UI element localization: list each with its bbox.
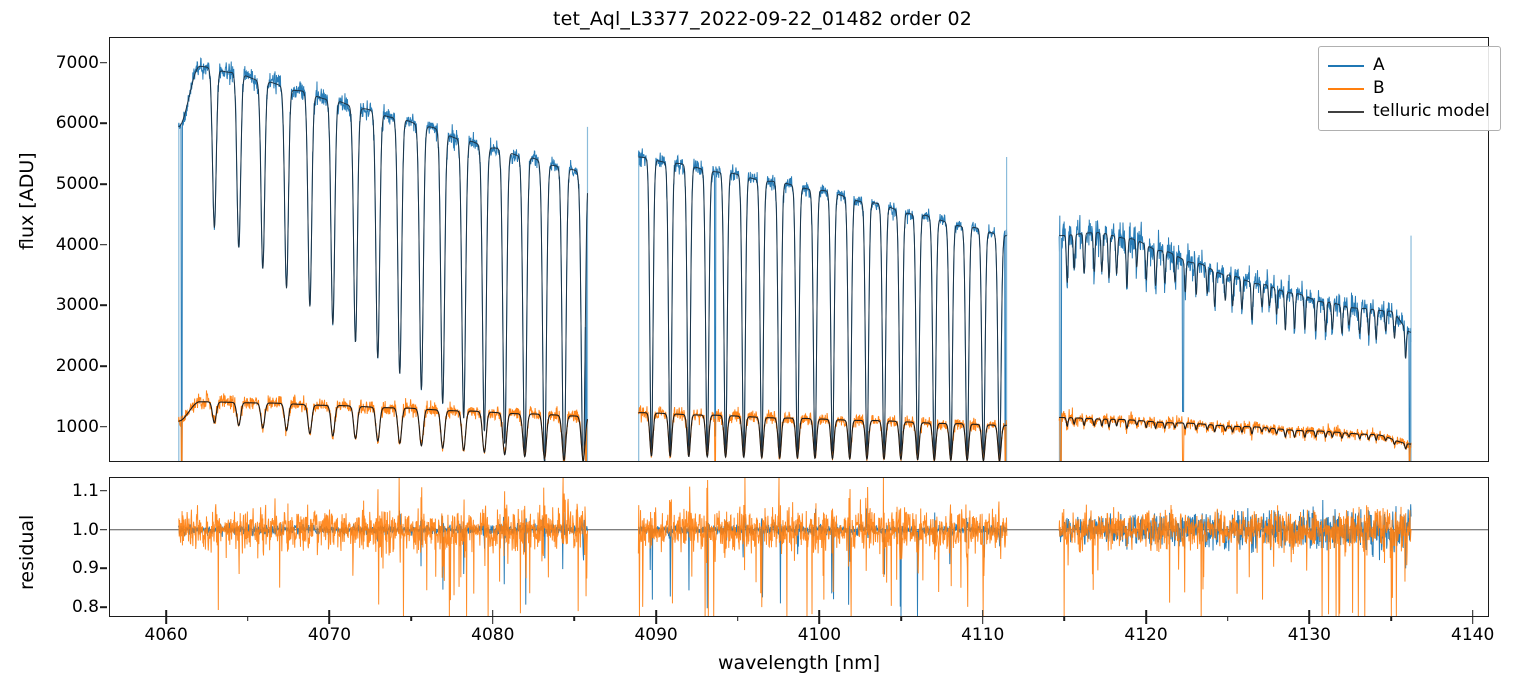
x-tickmark-upper <box>491 610 494 617</box>
x-tickmark <box>328 617 331 624</box>
flux-y-tick: 7000 <box>55 52 99 73</box>
legend-swatch-icon <box>1328 64 1364 67</box>
x-tick: 4140 <box>1451 625 1495 645</box>
flux-y-tickmark <box>100 61 107 64</box>
residual-y-tickmark <box>100 489 107 492</box>
x-tickmark-upper <box>165 610 167 617</box>
legend-item-telluric-model: telluric model <box>1328 100 1490 123</box>
x-minor-tickmark <box>1063 617 1066 621</box>
x-tickmark-upper <box>655 610 657 617</box>
flux-spectrum-canvas <box>110 38 1488 461</box>
flux-y-tick: 5000 <box>55 173 99 194</box>
residual-y-tick: 0.8 <box>71 597 99 618</box>
flux-y-tickmark <box>100 365 107 367</box>
residual-y-tick: 0.9 <box>71 558 99 579</box>
flux-series-a <box>638 148 1006 461</box>
legend-item-b: B <box>1328 77 1490 100</box>
x-tickmark-upper <box>1145 610 1147 617</box>
telluric-model-over-b <box>1059 417 1411 448</box>
x-tick: 4110 <box>961 625 1005 645</box>
residual-series-b <box>178 478 587 616</box>
flux-y-tickmark <box>100 243 107 246</box>
flux-y-tick: 4000 <box>55 234 99 255</box>
flux-y-tickmark <box>100 304 107 307</box>
legend-label: B <box>1373 78 1385 98</box>
x-tickmark <box>1471 617 1474 624</box>
residual-y-tickmark <box>100 567 107 570</box>
telluric-model-over-a <box>638 157 1006 460</box>
residual-plot-area <box>109 477 1489 617</box>
telluric-model-over-b <box>638 413 1006 461</box>
x-minor-tickmark <box>1226 617 1229 621</box>
residual-y-tick: 1.0 <box>71 519 99 540</box>
x-tickmark <box>655 617 657 624</box>
flux-y-tickmark <box>100 122 107 124</box>
flux-y-tick-labels: 1000 2000 3000 4000 5000 6000 7000 <box>0 37 107 462</box>
residual-axis-label: residual <box>16 514 38 590</box>
x-tick: 4080 <box>471 625 515 645</box>
x-tick: 4070 <box>307 625 352 645</box>
residual-y-tick: 1.1 <box>71 480 99 501</box>
flux-series-b <box>178 390 587 461</box>
x-axis-label: wavelength [nm] <box>717 652 881 674</box>
x-tick: 4090 <box>634 625 678 645</box>
legend-item-a: A <box>1328 54 1490 77</box>
telluric-model-over-b <box>178 402 587 461</box>
x-tick: 4130 <box>1287 625 1331 645</box>
telluric-model-over-a <box>1059 233 1411 359</box>
legend-swatch-icon <box>1328 110 1364 113</box>
x-tickmark <box>165 617 167 624</box>
flux-y-tick: 6000 <box>55 113 99 134</box>
x-tick: 4060 <box>144 625 188 645</box>
legend-swatch-icon <box>1328 87 1364 90</box>
residual-series-b <box>1059 505 1411 616</box>
x-tickmark-upper <box>1471 610 1474 617</box>
x-tickmark-upper <box>328 610 331 617</box>
x-tick: 4100 <box>797 625 842 645</box>
residual-canvas <box>110 478 1488 616</box>
x-minor-tickmark <box>1390 617 1392 621</box>
flux-series-a <box>1059 215 1411 461</box>
residual-series-b <box>638 478 1006 616</box>
residual-y-tick-labels: 0.8 0.9 1.0 1.1 <box>0 477 107 618</box>
flux-y-tickmark <box>100 425 107 428</box>
residual-y-tickmark <box>100 606 107 609</box>
flux-series-b <box>638 405 1006 461</box>
x-minor-tickmark <box>900 617 902 621</box>
flux-y-tick: 1000 <box>55 416 99 437</box>
flux-axis-label: flux [ADU] <box>16 152 38 250</box>
x-minor-tickmark <box>410 617 412 621</box>
page-title: tet_Aql_L3377_2022-09-22_01482 order 02 <box>552 8 973 30</box>
x-tickmark <box>1145 617 1147 624</box>
x-tickmark <box>818 617 821 624</box>
x-minor-tickmark <box>247 617 249 621</box>
flux-series-a <box>178 58 587 461</box>
x-tickmark-upper <box>981 610 984 617</box>
legend-label: A <box>1373 55 1385 75</box>
x-tickmark <box>491 617 494 624</box>
telluric-model-over-a <box>178 66 587 461</box>
x-tick-labels: 4060 4070 4080 4090 4100 4110 4120 4130 4140 <box>109 610 1494 647</box>
x-tickmark-upper <box>818 610 821 617</box>
residual-y-tickmark <box>100 528 107 531</box>
x-minor-tickmark <box>573 617 576 621</box>
flux-y-tick: 2000 <box>55 356 99 377</box>
flux-y-tickmark <box>100 183 107 185</box>
x-tickmark <box>981 617 984 624</box>
x-tickmark <box>1308 617 1311 624</box>
legend-label: telluric model <box>1373 101 1490 121</box>
flux-plot-area <box>109 37 1489 462</box>
x-minor-tickmark <box>736 617 739 621</box>
flux-y-tick: 3000 <box>55 295 99 316</box>
x-tickmark-upper <box>1308 610 1311 617</box>
x-tick: 4120 <box>1124 625 1168 645</box>
